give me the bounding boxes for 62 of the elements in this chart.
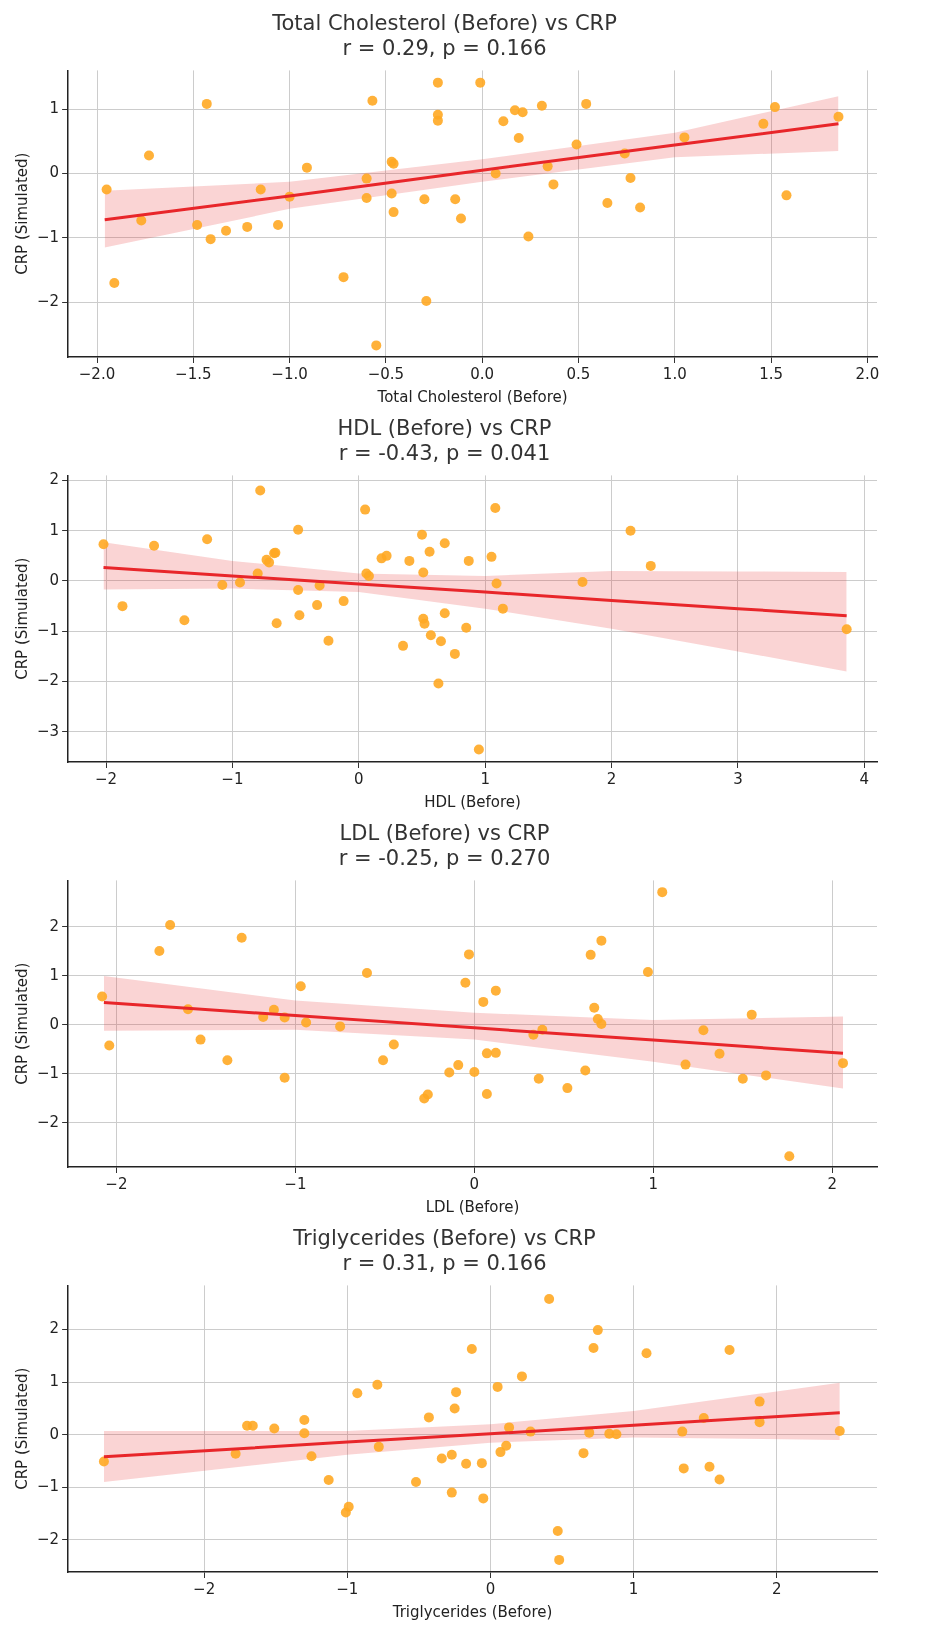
x-tick-label: −1 xyxy=(336,1579,359,1598)
chart-title: LDL (Before) vs CRP xyxy=(339,821,550,846)
x-tick-label: 1 xyxy=(628,1579,639,1598)
y-tick-label: 1 xyxy=(49,520,60,539)
y-tick-label: −2 xyxy=(36,1529,60,1548)
y-axis-title: CRP (Simulated) xyxy=(12,152,31,275)
chart-subtitle: r = -0.25, p = 0.270 xyxy=(338,846,551,871)
chart-title: Total Cholesterol (Before) vs CRP xyxy=(271,11,617,36)
x-tick-label: −1.0 xyxy=(271,364,308,383)
y-tick-label: −1 xyxy=(36,1477,60,1496)
x-tick-label: 0.0 xyxy=(470,364,495,383)
y-tick-label: 2 xyxy=(49,470,60,489)
x-tick-label: 0.5 xyxy=(566,364,591,383)
y-tick-label: −1 xyxy=(36,1063,60,1082)
y-axis-title: CRP (Simulated) xyxy=(12,962,31,1085)
y-tick-label: −2 xyxy=(36,292,60,311)
x-tick-label: −0.5 xyxy=(367,364,405,383)
x-tick-label: −1 xyxy=(221,769,244,788)
chart-subtitle: r = 0.31, p = 0.166 xyxy=(342,1251,547,1276)
x-tick-label: 2 xyxy=(827,1174,838,1193)
chart-subtitle: r = -0.43, p = 0.041 xyxy=(338,441,551,466)
x-tick-label: −1 xyxy=(284,1174,307,1193)
y-tick-label: 0 xyxy=(49,163,60,182)
x-tick-label: 2.0 xyxy=(855,364,880,383)
y-tick-label: −1 xyxy=(36,621,60,640)
x-tick-label: 3 xyxy=(733,769,743,788)
chart-subtitle: r = 0.29, p = 0.166 xyxy=(342,36,547,61)
x-tick-label: 2 xyxy=(606,769,617,788)
x-tick-label: 2 xyxy=(772,1579,782,1598)
x-tick-label: −2 xyxy=(94,769,118,788)
x-axis-title: HDL (Before) xyxy=(424,792,521,811)
x-tick-label: 0 xyxy=(485,1579,496,1598)
x-axis-title: LDL (Before) xyxy=(425,1197,520,1216)
x-tick-label: −2 xyxy=(105,1174,128,1193)
y-axis-title: CRP (Simulated) xyxy=(12,557,31,680)
y-tick-label: 0 xyxy=(49,1014,60,1033)
y-tick-label: 0 xyxy=(49,570,60,589)
y-axis-title: CRP (Simulated) xyxy=(12,1367,31,1490)
y-tick-label: −2 xyxy=(36,1112,60,1131)
x-tick-label: −2.0 xyxy=(78,364,116,383)
y-tick-label: 2 xyxy=(49,1319,60,1338)
x-tick-label: 1.0 xyxy=(662,364,687,383)
x-tick-label: 4 xyxy=(859,769,870,788)
y-tick-label: 0 xyxy=(49,1424,60,1443)
x-axis-title: Triglycerides (Before) xyxy=(391,1602,553,1621)
x-tick-label: 0 xyxy=(469,1174,480,1193)
x-tick-label: −1.5 xyxy=(175,364,212,383)
chart-title: HDL (Before) vs CRP xyxy=(337,416,552,441)
x-tick-label: 1 xyxy=(648,1174,659,1193)
y-tick-label: −2 xyxy=(36,671,60,690)
y-tick-label: −1 xyxy=(36,227,60,246)
y-tick-label: 2 xyxy=(49,916,60,935)
y-tick-label: 1 xyxy=(49,98,60,117)
x-tick-label: 0 xyxy=(354,769,364,788)
y-tick-label: 1 xyxy=(49,965,60,984)
x-axis-title: Total Cholesterol (Before) xyxy=(376,387,568,406)
y-tick-label: −3 xyxy=(36,721,60,740)
x-tick-label: 1 xyxy=(480,769,490,788)
y-tick-label: 1 xyxy=(49,1372,60,1391)
chart-title: Triglycerides (Before) vs CRP xyxy=(292,1226,596,1251)
x-tick-label: −2 xyxy=(193,1579,216,1598)
x-tick-label: 1.5 xyxy=(759,364,783,383)
